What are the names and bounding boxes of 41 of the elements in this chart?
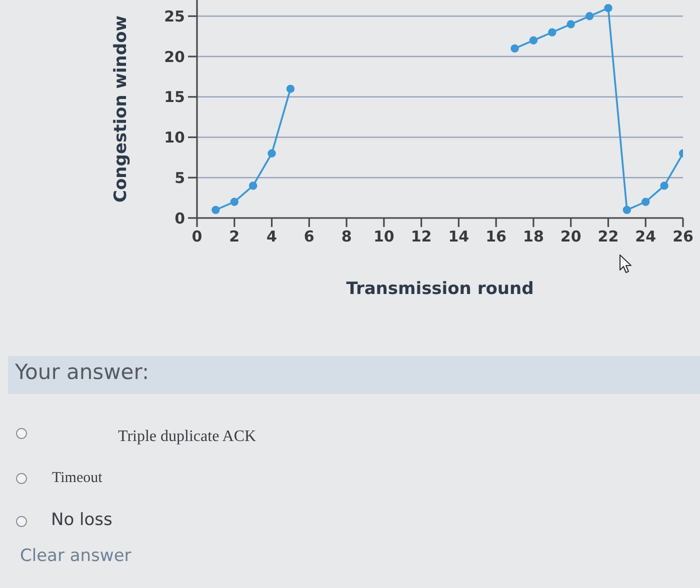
x-tick-label: 14 [448,228,470,246]
point [510,44,519,53]
point [585,12,594,20]
y-tick-label: 25 [164,7,185,26]
x-tick-label: 16 [486,228,507,246]
text: No loss [51,510,112,530]
x-tick-label: 24 [635,228,656,246]
point [230,198,238,206]
y-tick-label: 5 [174,168,185,187]
x-tick-label: 18 [523,228,544,246]
x-tick-label: 22 [598,228,619,246]
x-tick-label: 26 [672,228,694,246]
point [604,4,612,12]
text: Clear answer [20,546,132,566]
text: Your answer: [15,360,150,384]
point [566,20,575,28]
text: Triple duplicate ACK [118,428,256,446]
x-axis-title: Transmission round [346,279,534,299]
point [642,198,650,206]
x-tick-label: 20 [560,228,582,246]
point [286,84,295,93]
point [529,36,538,44]
x-tick-label: 8 [341,228,352,246]
point [248,182,258,190]
x-tick-label: 12 [410,228,432,246]
y-tick-label: 10 [164,128,185,147]
x-tick-label: 0 [192,228,202,246]
y-tick-label: 20 [164,48,185,66]
text: Timeout [52,470,102,487]
point [548,28,556,36]
y-tick-label: 15 [164,88,185,106]
x-tick-label: 10 [373,228,394,246]
point [622,206,632,214]
y-tick-label: 0 [174,209,185,228]
x-tick-label: 4 [266,228,277,246]
y-axis-title: Congestion window [111,15,132,202]
point [212,206,220,214]
point [660,182,668,190]
point [268,149,276,158]
x-tick-label: 6 [304,228,314,246]
x-tick-label: 2 [229,228,240,246]
